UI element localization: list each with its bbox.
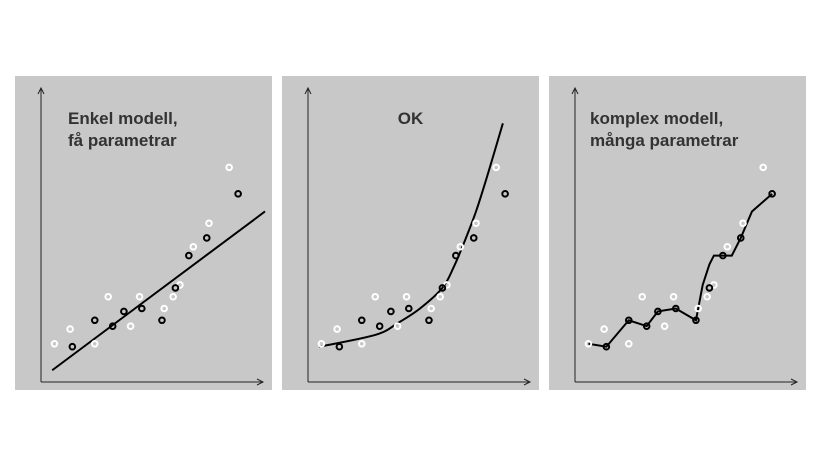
data-point-light bbox=[436, 292, 444, 301]
data-point-dark bbox=[602, 342, 611, 351]
data-point-light bbox=[205, 219, 213, 228]
data-point-dark bbox=[108, 322, 117, 330]
data-point-dark bbox=[452, 251, 460, 260]
fit-curve bbox=[588, 193, 773, 348]
data-point-dark bbox=[202, 234, 211, 242]
data-point-light bbox=[669, 292, 678, 301]
data-point-dark bbox=[335, 342, 344, 351]
data-point-dark bbox=[171, 284, 180, 292]
data-point-light bbox=[160, 304, 168, 313]
data-point-light bbox=[357, 339, 366, 348]
data-point-light bbox=[393, 322, 402, 330]
data-point-dark bbox=[469, 234, 478, 242]
data-point-light bbox=[66, 325, 74, 333]
panel-label-complex-line-2: många parametrar bbox=[590, 131, 739, 150]
data-point-dark bbox=[387, 307, 395, 316]
data-point-dark bbox=[158, 316, 166, 325]
chart-simple bbox=[37, 86, 266, 386]
fit-curve bbox=[318, 122, 504, 348]
data-point-dark bbox=[705, 284, 714, 292]
panel-label-ok: OK bbox=[282, 108, 539, 130]
data-point-dark bbox=[501, 190, 509, 198]
panel-label-ok-line-1: OK bbox=[397, 109, 424, 128]
data-point-light bbox=[472, 219, 480, 228]
panel-label-complex: komplex modell, många parametrar bbox=[590, 108, 738, 152]
data-point-light bbox=[723, 242, 732, 251]
data-point-light bbox=[50, 339, 59, 348]
data-point-light bbox=[126, 322, 135, 330]
data-point-light bbox=[492, 163, 500, 172]
data-point-dark bbox=[405, 304, 413, 313]
data-point-light bbox=[584, 339, 593, 348]
panel-label-simple-line-1: Enkel modell, bbox=[68, 109, 178, 128]
data-point-dark bbox=[138, 304, 146, 313]
data-point-light bbox=[402, 292, 411, 301]
data-point-dark bbox=[68, 342, 77, 351]
data-point-dark bbox=[692, 316, 700, 325]
fit-curve bbox=[51, 210, 266, 372]
data-point-light bbox=[660, 322, 669, 330]
panel-label-simple: Enkel modell, få parametrar bbox=[68, 108, 178, 152]
data-point-light bbox=[759, 163, 767, 172]
y-axis-arrow bbox=[571, 86, 579, 95]
data-point-dark bbox=[719, 251, 727, 260]
data-point-dark bbox=[234, 190, 242, 198]
data-point-light bbox=[703, 292, 711, 301]
data-point-light bbox=[169, 292, 177, 301]
data-point-dark bbox=[624, 316, 633, 325]
y-axis-arrow bbox=[37, 86, 45, 95]
data-point-dark bbox=[357, 316, 366, 325]
data-point-dark bbox=[185, 251, 193, 260]
data-point-light bbox=[456, 242, 465, 251]
data-point-dark bbox=[642, 322, 651, 330]
data-point-dark bbox=[654, 307, 662, 316]
x-axis-arrow bbox=[256, 378, 265, 386]
data-point-light bbox=[104, 292, 112, 301]
data-point-dark bbox=[768, 190, 776, 198]
panel-label-simple-line-2: få parametrar bbox=[68, 131, 177, 150]
data-point-light bbox=[90, 339, 99, 348]
data-point-dark bbox=[120, 307, 128, 316]
data-point-light bbox=[427, 304, 435, 313]
panel-complex-model: komplex modell, många parametrar bbox=[549, 76, 806, 390]
data-point-dark bbox=[90, 316, 99, 325]
chart-complex bbox=[571, 86, 799, 386]
data-point-light bbox=[225, 163, 233, 172]
data-point-light bbox=[694, 304, 702, 313]
data-point-dark bbox=[375, 322, 384, 330]
panel-simple-model: Enkel modell, få parametrar bbox=[15, 76, 272, 390]
data-point-light bbox=[333, 325, 341, 333]
data-point-light bbox=[739, 219, 747, 228]
data-point-light bbox=[371, 292, 379, 301]
data-point-light bbox=[624, 339, 633, 348]
data-point-light bbox=[135, 292, 144, 301]
data-point-light bbox=[189, 242, 198, 251]
data-point-light bbox=[600, 325, 608, 333]
panel-label-complex-line-1: komplex modell, bbox=[590, 109, 724, 128]
x-axis-arrow bbox=[790, 378, 799, 386]
data-point-dark bbox=[425, 316, 433, 325]
chart-ok bbox=[304, 86, 532, 386]
data-point-dark bbox=[672, 304, 680, 313]
y-axis-arrow bbox=[304, 86, 312, 95]
data-point-light bbox=[638, 292, 646, 301]
data-point-dark bbox=[438, 284, 447, 292]
data-point-dark bbox=[736, 234, 745, 242]
panel-ok-model: OK bbox=[282, 76, 539, 390]
data-point-light bbox=[317, 339, 326, 348]
x-axis-arrow bbox=[523, 378, 532, 386]
